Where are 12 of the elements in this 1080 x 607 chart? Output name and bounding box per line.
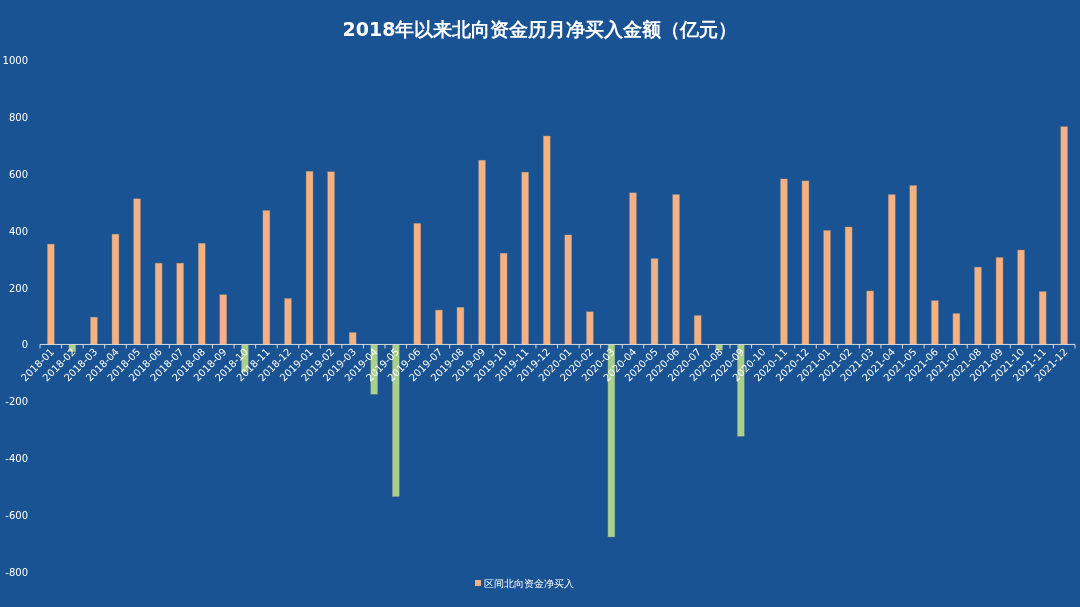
- y-tick-label: 400: [8, 225, 28, 237]
- y-tick-label: -600: [5, 510, 28, 522]
- y-tick-label: -400: [5, 453, 28, 465]
- y-tick-label: 0: [21, 339, 28, 351]
- y-tick-label: 800: [8, 111, 28, 123]
- legend: 区间北向资金净买入: [475, 578, 574, 589]
- y-tick-label: 600: [8, 168, 28, 180]
- y-tick-label: 1000: [2, 55, 28, 66]
- y-tick-label: -800: [5, 567, 28, 578]
- y-tick-label: 200: [8, 282, 28, 294]
- title: 2018年以来北向资金历月净买入金额（亿元）: [342, 18, 738, 40]
- y-tick-label: -200: [5, 396, 28, 408]
